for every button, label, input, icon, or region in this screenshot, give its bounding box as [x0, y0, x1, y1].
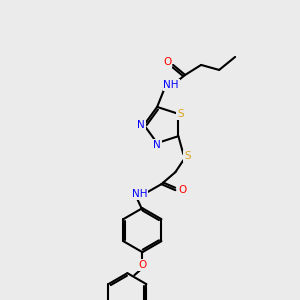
Text: NH: NH — [132, 189, 147, 199]
Text: O: O — [163, 57, 171, 67]
Text: S: S — [177, 109, 184, 119]
Text: N: N — [153, 140, 161, 150]
Text: N: N — [137, 120, 145, 130]
Text: S: S — [184, 151, 191, 161]
Text: O: O — [138, 260, 146, 270]
Text: NH: NH — [164, 80, 179, 90]
Text: O: O — [178, 185, 187, 195]
